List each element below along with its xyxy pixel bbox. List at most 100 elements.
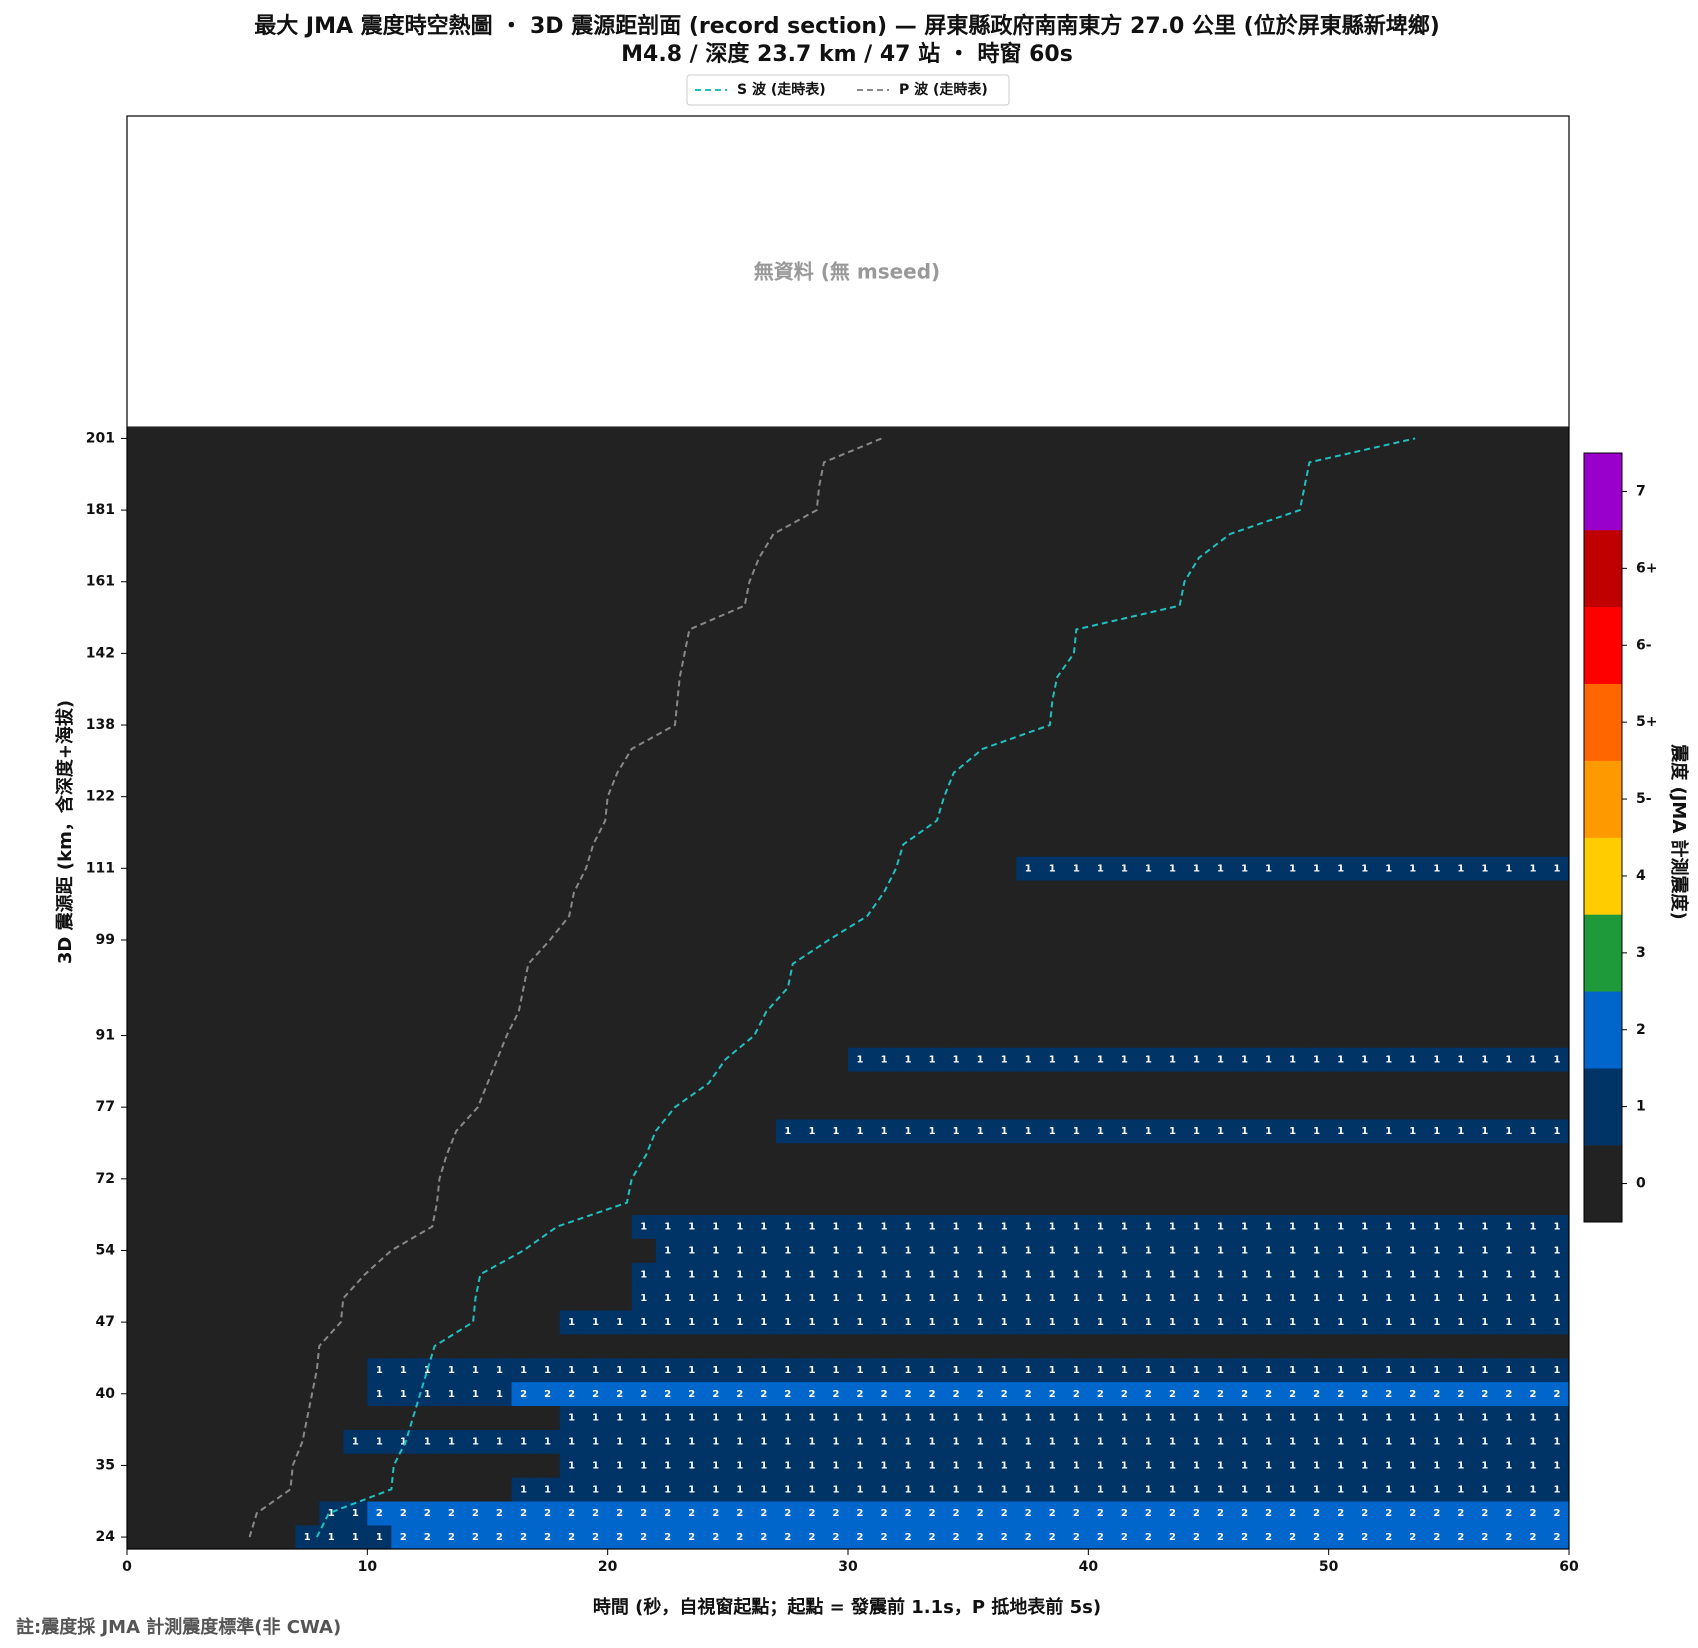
cell-label: 1: [688, 1293, 695, 1304]
cell-label: 2: [1313, 1532, 1320, 1543]
heatmap-cell: [1184, 1501, 1209, 1526]
heatmap-cell: [823, 951, 849, 977]
cell-label: 1: [1217, 1222, 1224, 1233]
heatmap-cell: [1544, 593, 1570, 618]
y-tick-label: 111: [86, 860, 115, 876]
heatmap-cell: [1256, 928, 1281, 953]
heatmap-cell: [1424, 1453, 1450, 1478]
heatmap-cell: [775, 1477, 801, 1502]
cell-label: 1: [1409, 1317, 1416, 1328]
heatmap-cell: [872, 856, 897, 881]
heatmap-cell: [583, 904, 608, 929]
heatmap-cell: [1256, 1405, 1281, 1430]
heatmap-cell: [271, 1357, 296, 1383]
heatmap-cell: [391, 1286, 416, 1311]
heatmap-cell: [1232, 713, 1257, 738]
heatmap-cell: [607, 569, 632, 594]
heatmap-cell: [367, 1071, 392, 1096]
heatmap-cell: [872, 1071, 897, 1096]
heatmap-cell: [1304, 1071, 1329, 1096]
heatmap-cell: [1016, 1357, 1041, 1383]
heatmap-cell: [1064, 689, 1089, 714]
cell-label: 2: [808, 1508, 815, 1519]
heatmap-cell: [872, 1190, 897, 1215]
heatmap-cell: [607, 498, 632, 523]
cell-label: 2: [1409, 1508, 1416, 1519]
heatmap-cell: [295, 569, 320, 594]
heatmap-cell: [1472, 522, 1498, 547]
heatmap-cell: [1040, 1429, 1065, 1454]
heatmap-cell: [823, 1095, 849, 1120]
cell-label: 1: [1385, 1413, 1392, 1424]
cell-label: 1: [1073, 1054, 1080, 1065]
heatmap-cell: [415, 569, 440, 594]
heatmap-cell: [1016, 474, 1041, 499]
cell-label: 2: [1001, 1508, 1008, 1519]
heatmap-cell: [1040, 569, 1065, 594]
heatmap-cell: [1016, 1142, 1041, 1168]
heatmap-cell: [1232, 1405, 1257, 1430]
heatmap-cell: [1400, 1095, 1426, 1120]
heatmap-cell: [968, 1334, 993, 1359]
heatmap-cell: [511, 1477, 536, 1502]
heatmap-cell: [535, 856, 560, 881]
heatmap-cell: [968, 1023, 993, 1048]
heatmap-cell: [703, 569, 729, 594]
heatmap-cell: [1400, 736, 1426, 762]
heatmap-cell: [175, 760, 200, 786]
heatmap-cell: [487, 713, 512, 738]
colorbar-tick-label: 7: [1636, 483, 1646, 499]
heatmap-cell: [343, 1405, 368, 1430]
heatmap-cell: [1088, 760, 1113, 786]
heatmap-cell: [823, 1429, 849, 1454]
heatmap-cell: [391, 1071, 416, 1096]
heatmap-cell: [415, 545, 440, 571]
cell-label: 1: [881, 1054, 888, 1065]
cell-label: 2: [1481, 1389, 1488, 1400]
heatmap-cell: [920, 760, 945, 786]
heatmap-cell: [535, 1262, 560, 1287]
heatmap-cell: [1544, 1286, 1570, 1311]
heatmap-cell: [535, 1214, 560, 1239]
heatmap-cell: [607, 665, 632, 690]
cell-label: 1: [1409, 1126, 1416, 1137]
cell-label: 1: [1457, 1317, 1464, 1328]
cell-label: 1: [1241, 1413, 1248, 1424]
heatmap-cell: [607, 951, 632, 977]
heatmap-cell: [391, 569, 416, 594]
heatmap-cell: [727, 1119, 753, 1144]
heatmap-cell: [1232, 1262, 1257, 1287]
heatmap-cell: [1088, 856, 1113, 881]
heatmap-cell: [679, 1047, 705, 1072]
heatmap-cell: [487, 450, 512, 475]
heatmap-cell: [848, 1357, 873, 1383]
heatmap-cell: [751, 1381, 777, 1406]
heatmap-cell: [1544, 928, 1570, 953]
heatmap-cell: [727, 904, 753, 929]
heatmap-cell: [1088, 593, 1113, 618]
heatmap-cell: [1400, 1238, 1426, 1263]
heatmap-cell: [1376, 784, 1402, 809]
heatmap-cell: [271, 856, 296, 881]
cell-label: 2: [712, 1508, 719, 1519]
heatmap-cell: [968, 522, 993, 547]
heatmap-cell: [848, 1238, 873, 1263]
cell-label: 1: [808, 1484, 815, 1495]
heatmap-cell: [511, 832, 536, 857]
heatmap-cell: [872, 1095, 897, 1120]
heatmap-cell: [1088, 1405, 1113, 1430]
heatmap-cell: [127, 928, 152, 953]
heatmap-cell: [391, 665, 416, 690]
cell-label: 1: [352, 1508, 359, 1519]
heatmap-cell: [559, 689, 584, 714]
cell-label: 2: [1193, 1508, 1200, 1519]
cell-label: 2: [472, 1508, 479, 1519]
heatmap-cell: [247, 736, 272, 762]
cell-label: 1: [881, 1460, 888, 1471]
heatmap-cell: [175, 1286, 200, 1311]
heatmap-cell: [1304, 832, 1329, 857]
heatmap-cell: [1184, 522, 1209, 547]
heatmap-cell: [679, 1142, 705, 1168]
cell-label: 2: [953, 1389, 960, 1400]
heatmap-cell: [992, 498, 1017, 523]
